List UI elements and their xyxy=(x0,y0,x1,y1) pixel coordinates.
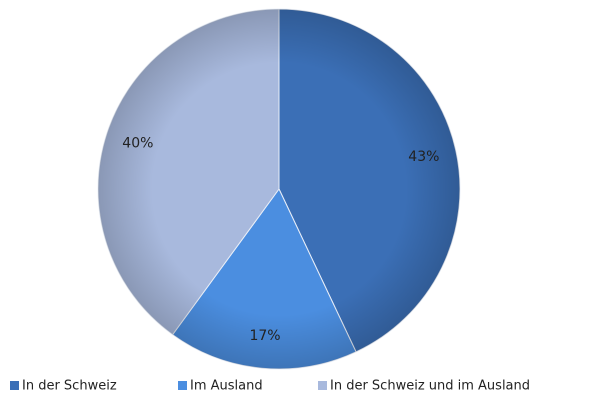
legend-label: In der Schweiz und im Ausland xyxy=(330,379,530,394)
data-label: 43% xyxy=(408,149,439,165)
legend-label: In der Schweiz xyxy=(22,379,117,394)
legend-label: Im Ausland xyxy=(190,379,263,394)
data-label: 17% xyxy=(249,328,280,344)
legend-swatch xyxy=(318,381,327,390)
data-label: 40% xyxy=(122,135,153,151)
legend-swatch xyxy=(10,381,19,390)
legend-swatch xyxy=(178,381,187,390)
